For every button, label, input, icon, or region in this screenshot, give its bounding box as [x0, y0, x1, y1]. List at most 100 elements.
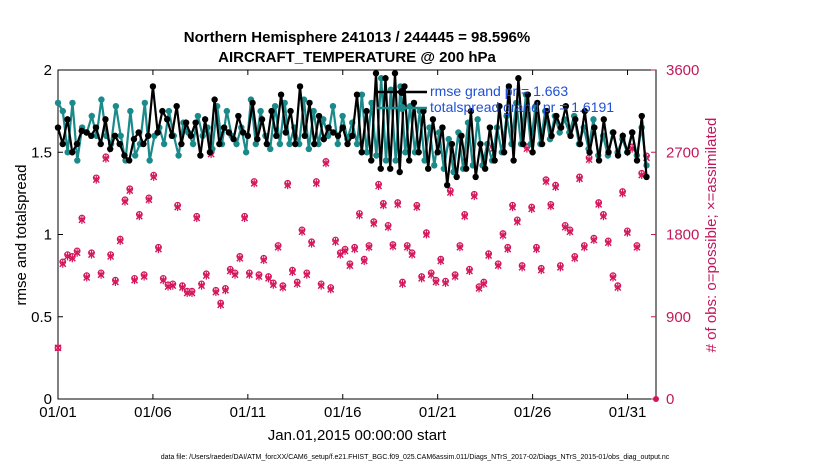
series-point-rmse	[481, 165, 489, 172]
obs-assimilated-point	[260, 256, 268, 265]
series-point-rmse	[358, 149, 365, 156]
series-point-totalspread	[339, 112, 346, 120]
x-tick-label: 01/16	[324, 404, 362, 421]
y-left-tick-label: 1.5	[31, 144, 52, 161]
obs-assimilated-point	[580, 243, 588, 252]
series-point-rmse	[349, 132, 356, 139]
obs-assimilated-point	[312, 179, 320, 188]
series-point-totalspread	[257, 107, 264, 115]
obs-assimilated-point	[102, 154, 110, 163]
series-point-rmse	[216, 140, 223, 148]
series-point-totalspread	[117, 132, 124, 139]
y-right-tick-label: 2700	[666, 144, 699, 161]
series-point-totalspread	[88, 112, 95, 120]
series-point-rmse	[88, 132, 95, 139]
series-point-rmse	[486, 124, 494, 131]
obs-assimilated-point	[442, 278, 450, 287]
obs-assimilated-point	[346, 261, 354, 270]
series-point-rmse	[510, 157, 517, 164]
obs-assimilated-point	[418, 274, 426, 283]
series-point-rmse	[515, 75, 522, 82]
obs-assimilated-point	[513, 217, 521, 226]
series-point-rmse	[140, 140, 147, 148]
obs-assimilated-point	[370, 219, 378, 228]
series-point-rmse	[439, 124, 446, 131]
series-point-rmse	[273, 132, 280, 139]
y-right-tick-label: 1800	[666, 227, 699, 244]
series-point-rmse	[330, 129, 337, 136]
obs-assimilated-point	[131, 276, 139, 285]
series-point-totalspread	[402, 149, 409, 156]
obs-assimilated-point	[379, 201, 387, 210]
obs-assimilated-point	[547, 202, 555, 211]
series-point-rmse	[605, 149, 612, 156]
series-point-rmse	[462, 165, 470, 172]
series-point-rmse	[292, 140, 299, 148]
obs-assimilated-point	[298, 227, 306, 236]
y-left-tick-label: 1	[44, 227, 52, 244]
obs-assimilated-point	[403, 243, 411, 252]
obs-assimilated-point	[245, 270, 253, 279]
obs-assimilated-point	[394, 200, 402, 209]
obs-assimilated-point	[518, 263, 526, 272]
obs-assimilated-point	[274, 243, 282, 252]
obs-assimilated-point	[126, 186, 134, 195]
obs-assimilated-point	[360, 257, 368, 266]
obs-assimilated-point	[389, 242, 397, 251]
obs-assimilated-point	[92, 175, 100, 184]
obs-assimilated-point	[198, 281, 206, 290]
obs-assimilated-point	[427, 270, 435, 279]
obs-assimilated-point	[293, 279, 301, 288]
obs-assimilated-point	[604, 238, 612, 247]
y-left-tick-label: 0.5	[31, 309, 52, 326]
series-point-rmse	[69, 149, 76, 156]
obs-assimilated-point	[599, 212, 607, 221]
series-point-rmse	[429, 116, 437, 123]
series-point-rmse	[591, 124, 598, 131]
series-point-totalspread	[131, 152, 139, 159]
series-point-rmse	[59, 140, 66, 148]
series-point-totalspread	[141, 99, 149, 107]
series-point-rmse	[83, 129, 90, 136]
obs-assimilated-point	[97, 270, 105, 279]
series-point-rmse	[420, 107, 427, 115]
series-point-totalspread	[223, 107, 231, 115]
series-point-totalspread	[112, 102, 120, 110]
obs-assimilated-point	[78, 215, 86, 224]
obs-assimilated-point	[150, 172, 158, 181]
series-point-rmse	[424, 165, 432, 172]
series-point-rmse	[415, 149, 422, 156]
series-point-totalspread	[127, 107, 134, 115]
y-right-tick-label: 900	[666, 309, 691, 326]
obs-assimilated-point	[485, 251, 493, 260]
y-right-tick-label: 0	[666, 391, 674, 408]
series-point-rmse	[64, 116, 71, 123]
obs-assimilated-point	[221, 286, 229, 295]
obs-assimilated-point	[212, 288, 220, 297]
series-point-rmse	[187, 132, 195, 139]
series-point-rmse	[619, 132, 626, 139]
obs-assimilated-point	[231, 270, 239, 279]
series-point-rmse	[111, 132, 119, 139]
series-point-totalspread	[189, 140, 197, 148]
obs-assimilated-point	[623, 228, 631, 237]
series-point-rmse	[557, 124, 565, 131]
series-point-totalspread	[392, 157, 399, 164]
series-point-rmse	[567, 132, 574, 139]
chart-title-line1: Northern Hemisphere 241013 / 244445 = 98…	[184, 29, 530, 46]
obs-assimilated-point	[284, 181, 292, 190]
series-point-rmse	[372, 70, 380, 77]
axis-ticks: 01/01 01/06 01/11 01/16 01/21 01/26 01/31 0 0.5 1…	[31, 62, 699, 421]
obs-assimilated-point	[619, 189, 627, 198]
obs-assimilated-point	[111, 278, 119, 287]
obs-assimilated-point	[135, 212, 143, 221]
obs-assimilated-point	[279, 283, 287, 292]
series-point-rmse	[643, 173, 650, 181]
series-point-rmse	[453, 173, 460, 181]
series-point-totalspread	[363, 149, 370, 156]
obs-assimilated-point	[446, 188, 454, 197]
series-point-totalspread	[271, 102, 279, 110]
obs-assimilated-point	[566, 227, 574, 236]
series-point-rmse	[339, 124, 346, 131]
